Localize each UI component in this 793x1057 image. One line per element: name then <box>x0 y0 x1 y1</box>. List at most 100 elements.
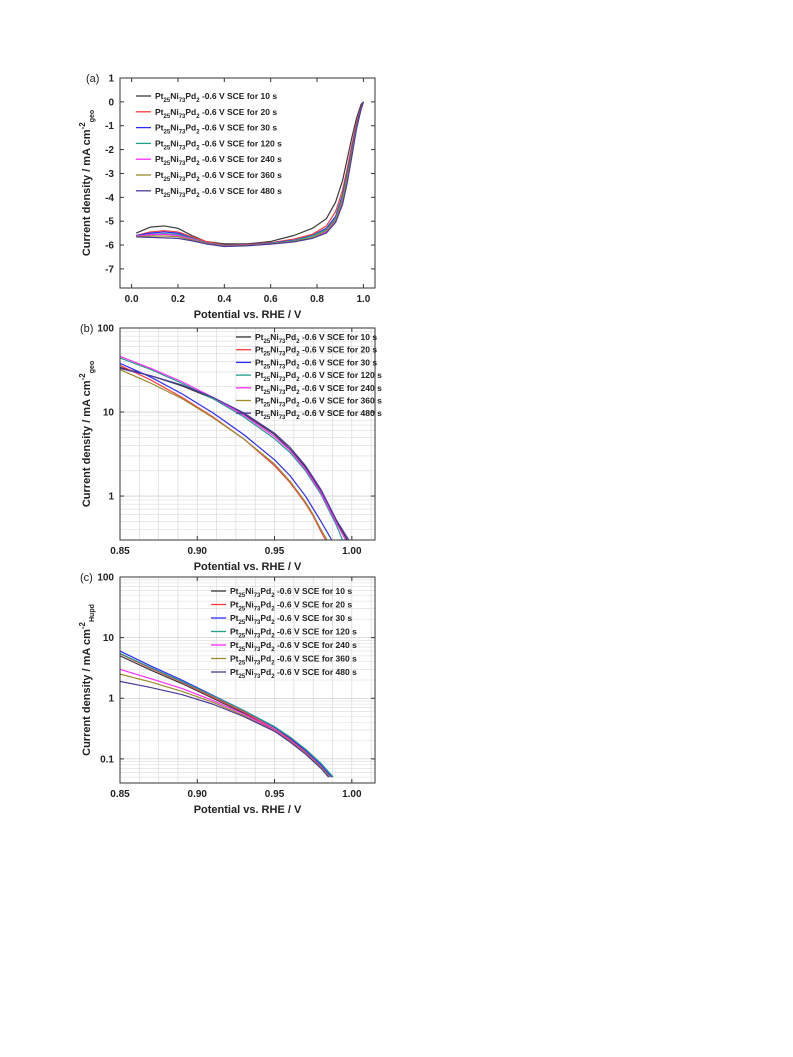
y-axis-label-text: Current density / mA cm-2geo <box>78 361 96 507</box>
legend-text: -0.6 V SCE for 360 s <box>200 170 282 180</box>
series-line-3 <box>119 362 333 541</box>
legend-subscript: 73 <box>254 620 261 626</box>
legend-text: -0.6 V SCE for 120 s <box>200 138 282 148</box>
series-line-1 <box>135 101 364 245</box>
legend-subscript: 25 <box>164 130 171 136</box>
legend-subscript: 2 <box>271 661 275 667</box>
legend-text: Ni <box>245 613 254 623</box>
legend-entry: Pt25Ni73Pd2 -0.6 V SCE for 10 s <box>230 586 352 599</box>
y-tick-label: 10 <box>103 408 115 419</box>
series-line-7 <box>119 680 330 778</box>
legend-text: Pd <box>260 600 271 610</box>
legend-text: Pt <box>255 383 264 393</box>
legend-entry: Pt25Ni73Pd2 -0.6 V SCE for 20 s <box>155 107 277 120</box>
series-line-2 <box>119 364 327 541</box>
legend-text: Pt <box>230 640 239 650</box>
plot-frame <box>119 576 376 784</box>
x-tick-label: 0.90 <box>188 546 208 557</box>
legend-entry: Pt25Ni73Pd2 -0.6 V SCE for 20 s <box>230 600 352 613</box>
x-axis-label: Potential vs. RHE / V <box>194 804 302 816</box>
y-axis-label-main: Current density / mA cm <box>81 380 93 507</box>
legend-text: -0.6 V SCE for 30 s <box>200 123 278 133</box>
legend-text: Ni <box>245 654 254 664</box>
legend-text: Pt <box>230 613 239 623</box>
legend-subscript: 25 <box>164 161 171 167</box>
legend-text: Pd <box>260 586 271 596</box>
x-axis-label: Potential vs. RHE / V <box>194 309 302 321</box>
legend-text: Ni <box>170 123 179 133</box>
y-axis-label-main: Current density / mA cm <box>81 629 93 756</box>
legend-subscript: 73 <box>179 145 186 151</box>
legend-entry: Pt25Ni73Pd2 -0.6 V SCE for 30 s <box>255 357 377 370</box>
y-axis-label-sup: -2 <box>78 373 87 381</box>
legend-subscript: 25 <box>264 352 271 358</box>
y-axis-label-sub: geo <box>89 361 96 373</box>
legend-entry: Pt25Ni73Pd2 -0.6 V SCE for 480 s <box>255 408 382 421</box>
legend-entry: Pt25Ni73Pd2 -0.6 V SCE for 10 s <box>255 332 377 345</box>
legend-text: Ni <box>170 170 179 180</box>
legend-text: Pd <box>260 640 271 650</box>
legend-text: Pt <box>230 600 239 610</box>
legend-text: Pd <box>285 383 296 393</box>
x-tick-label: 0.4 <box>217 294 231 305</box>
legend-text: Ni <box>270 408 279 418</box>
series-line-5 <box>119 668 331 778</box>
legend-text: Pt <box>155 123 164 133</box>
legend-subscript: 2 <box>196 145 200 151</box>
legend: Pt25Ni73Pd2 -0.6 V SCE for 10 sPt25Ni73P… <box>236 332 382 421</box>
legend-text: -0.6 V SCE for 30 s <box>275 613 353 623</box>
legend-subscript: 2 <box>296 352 300 358</box>
legend-text: Pt <box>155 138 164 148</box>
y-axis-label-sub: Hupd <box>89 604 96 622</box>
legend-text: Pd <box>285 396 296 406</box>
legend-text: Ni <box>170 138 179 148</box>
legend-text: Pt <box>155 91 164 101</box>
legend-text: -0.6 V SCE for 20 s <box>300 345 378 355</box>
legend-text: Pd <box>260 627 271 637</box>
x-axis-ticks: 0.85 0.90 0.95 1.00 <box>110 328 362 557</box>
legend-subscript: 25 <box>264 415 271 421</box>
y-tick-label: 1 <box>108 694 114 705</box>
legend-text: Ni <box>270 332 279 342</box>
legend-text: Pt <box>230 667 239 677</box>
chart-panel-a: 0.0 0.2 0.4 0.6 0.8 1.0 1 0 -1 -2 -3 -4 -5 -6 -7 (a) Pot… <box>78 73 376 321</box>
legend-text: Pt <box>230 654 239 664</box>
x-tick-label: 0.95 <box>265 789 285 800</box>
legend-subscript: 25 <box>239 661 246 667</box>
legend-subscript: 73 <box>279 415 286 421</box>
panel-label: (c) <box>80 572 93 584</box>
series-line-4 <box>119 357 344 541</box>
legend-text: Pt <box>255 345 264 355</box>
legend-subscript: 25 <box>164 193 171 199</box>
legend-text: -0.6 V SCE for 10 s <box>200 91 278 101</box>
legend-subscript: 25 <box>264 390 271 396</box>
legend-subscript: 73 <box>179 161 186 167</box>
legend-entry: Pt25Ni73Pd2 -0.6 V SCE for 20 s <box>255 345 377 358</box>
legend-text: Ni <box>270 383 279 393</box>
legend-text: -0.6 V SCE for 480 s <box>200 186 282 196</box>
x-tick-label: 0.85 <box>110 546 130 557</box>
legend-subscript: 25 <box>164 98 171 104</box>
legend-subscript: 2 <box>296 339 300 345</box>
legend-text: -0.6 V SCE for 120 s <box>275 627 357 637</box>
legend-text: -0.6 V SCE for 360 s <box>275 654 357 664</box>
legend-entry: Pt25Ni73Pd2 -0.6 V SCE for 120 s <box>230 627 357 640</box>
legend-text: Pt <box>155 186 164 196</box>
legend-entry: Pt25Ni73Pd2 -0.6 V SCE for 120 s <box>255 370 382 383</box>
x-tick-label: 1.0 <box>356 294 370 305</box>
legend-text: Pd <box>185 170 196 180</box>
legend-text: Pd <box>285 332 296 342</box>
x-tick-label: 0.8 <box>310 294 324 305</box>
grid <box>119 576 375 784</box>
legend-subscript: 25 <box>239 620 246 626</box>
legend-entry: Pt25Ni73Pd2 -0.6 V SCE for 120 s <box>155 138 282 151</box>
panel-label: (b) <box>80 323 93 335</box>
legend-text: -0.6 V SCE for 10 s <box>275 586 353 596</box>
legend-text: Ni <box>170 154 179 164</box>
legend-text: -0.6 V SCE for 20 s <box>200 107 278 117</box>
y-axis-label-sup: -2 <box>78 621 87 629</box>
x-tick-label: 1.00 <box>342 789 362 800</box>
plot-frame <box>119 77 376 289</box>
legend-subscript: 2 <box>271 607 275 613</box>
y-tick-label: 1 <box>108 492 114 503</box>
